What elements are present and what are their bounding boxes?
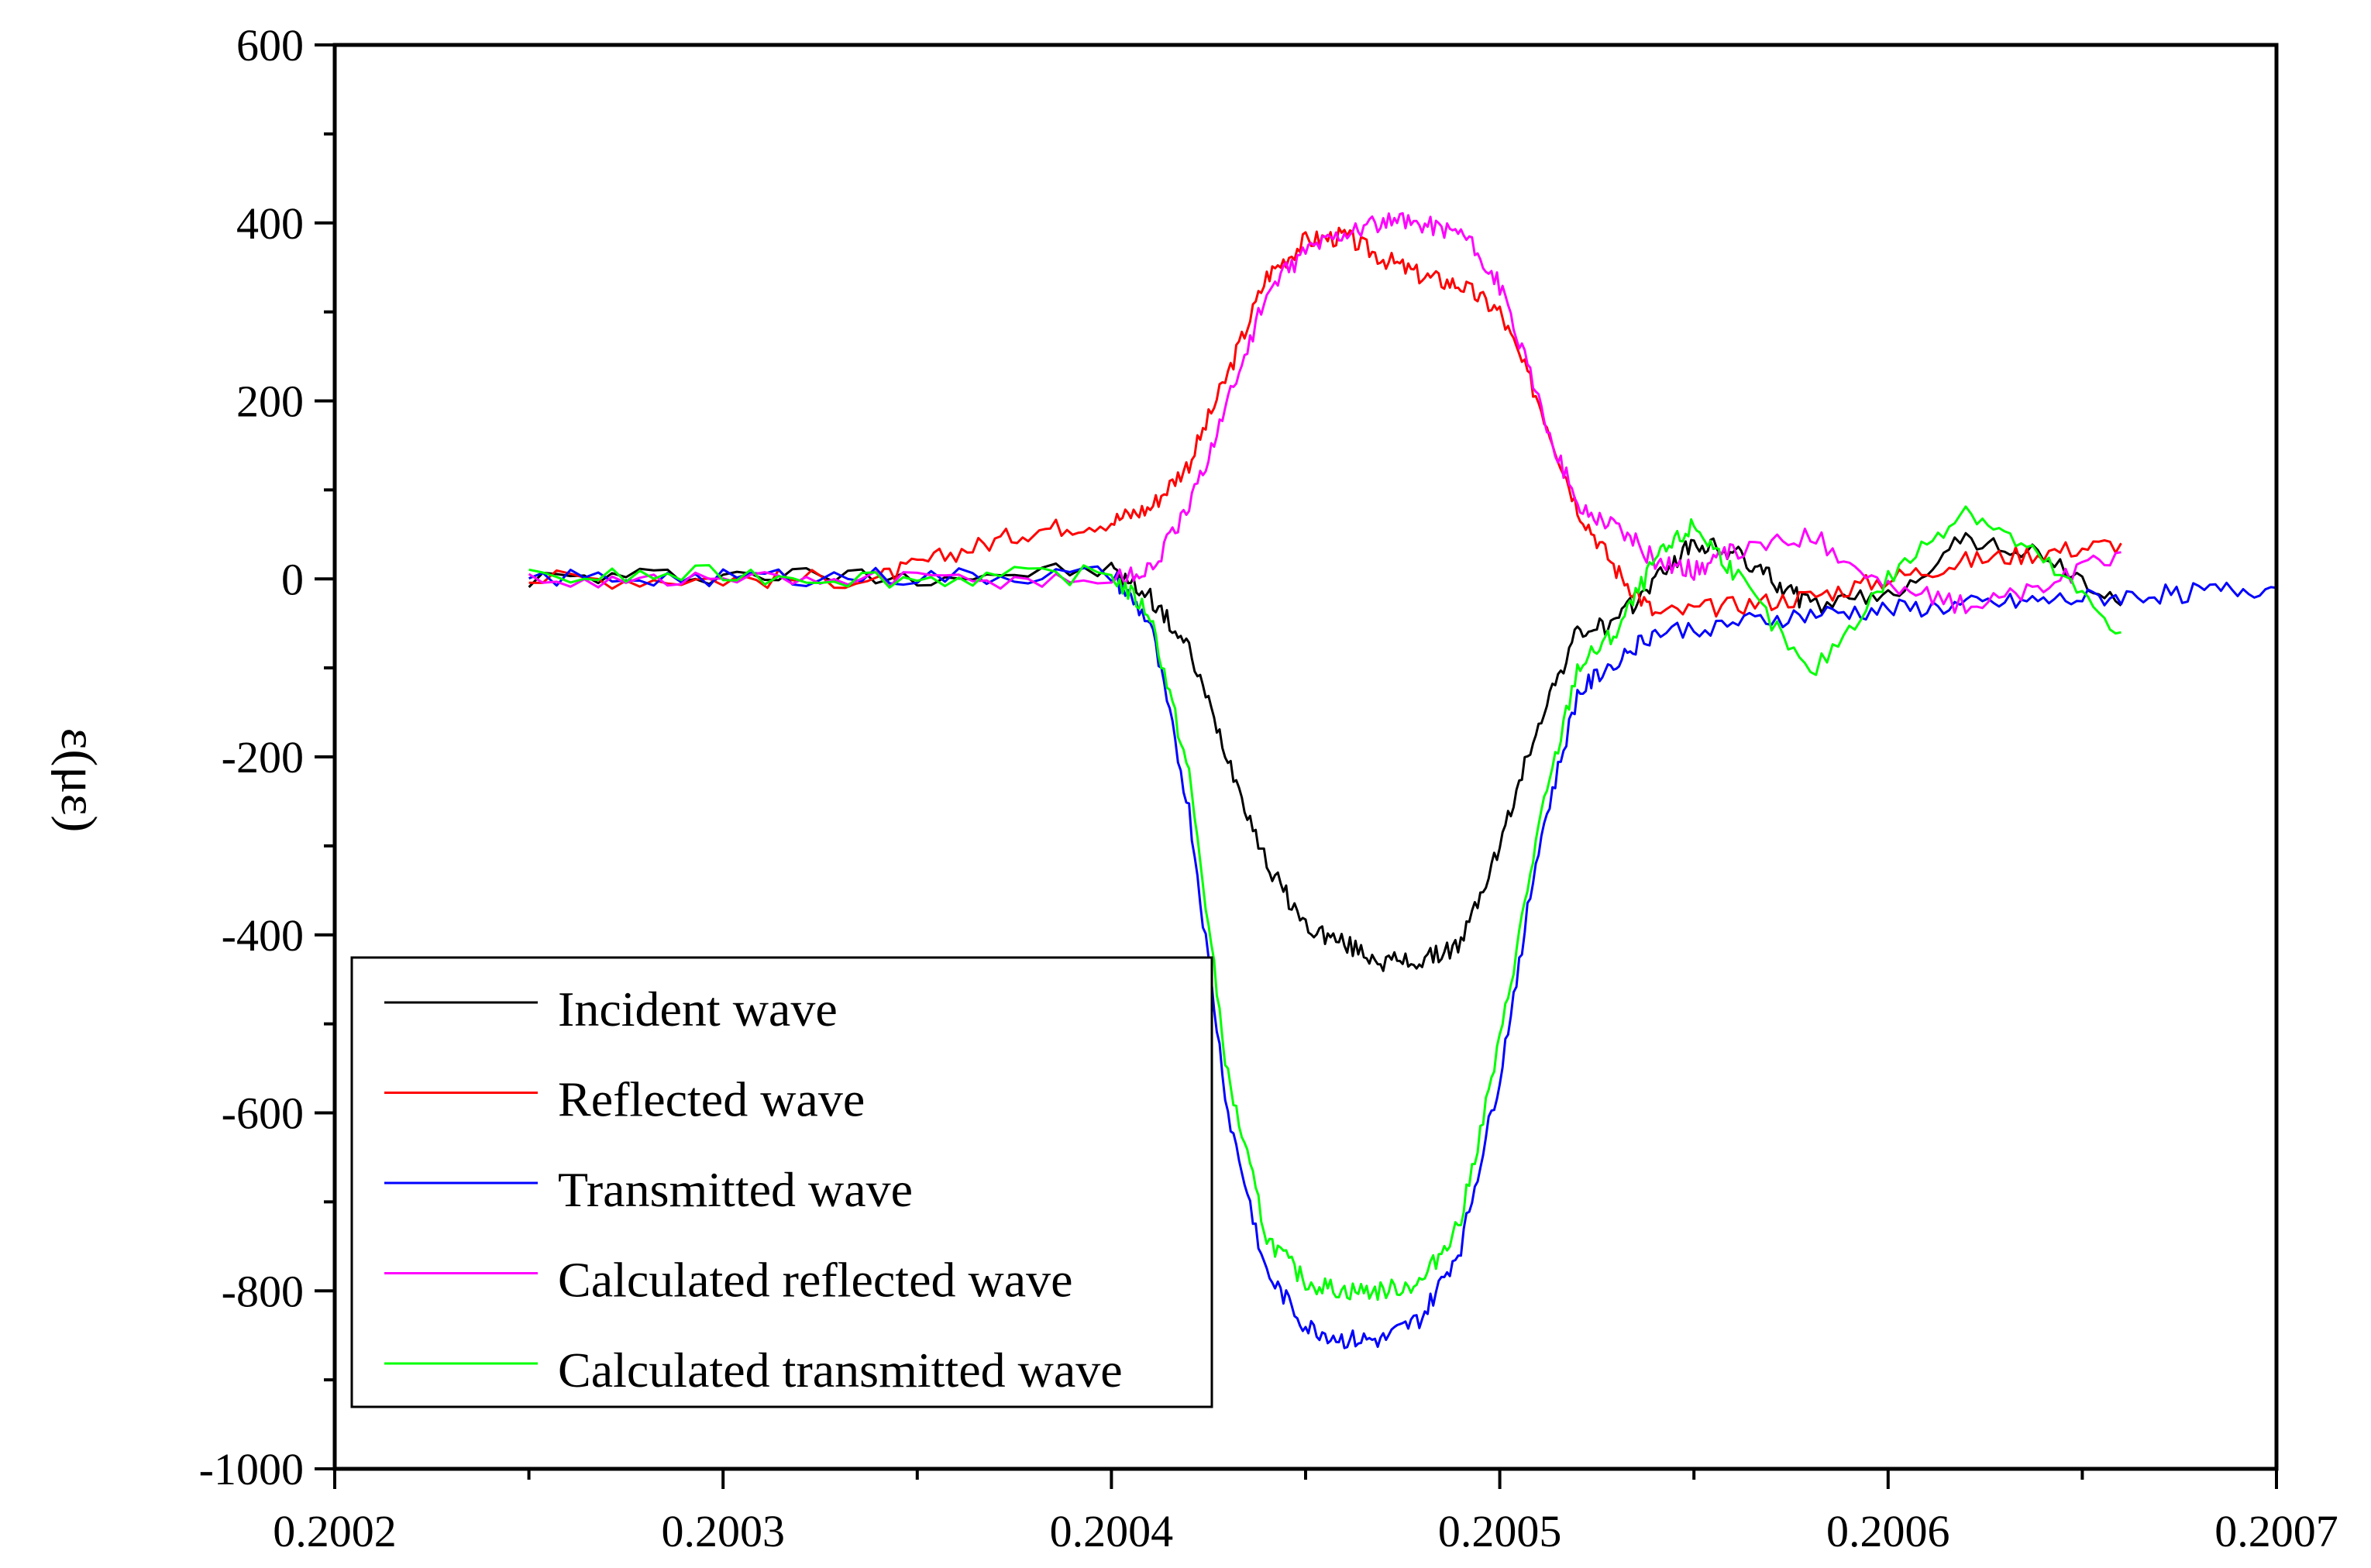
series-line-1 bbox=[528, 531, 2122, 972]
x-tick-label: 0.2005 bbox=[1438, 1506, 1562, 1556]
y-tick-label: -1000 bbox=[199, 1444, 304, 1494]
y-axis-title: ε(με) bbox=[50, 728, 107, 833]
x-tick-label: 0.2002 bbox=[273, 1506, 397, 1556]
y-tick-label: -600 bbox=[222, 1088, 304, 1139]
y-tick-label: 0 bbox=[281, 554, 304, 604]
y-tick-label: 400 bbox=[236, 198, 304, 249]
x-tick-label: 0.2006 bbox=[1826, 1506, 1950, 1556]
x-tick-label: 0.2004 bbox=[1050, 1506, 1174, 1556]
x-tick-label: 0.2003 bbox=[661, 1506, 785, 1556]
legend-label-2: Reflected wave bbox=[558, 1072, 865, 1127]
series-line-2 bbox=[528, 226, 2122, 618]
legend-label-1: Incident wave bbox=[558, 982, 838, 1037]
legend: Incident wave Reflected wave Transmitted w… bbox=[350, 956, 1213, 1408]
series-line-4 bbox=[528, 211, 2122, 614]
y-tick-label: 600 bbox=[236, 20, 304, 70]
y-tick-label: -200 bbox=[222, 732, 304, 782]
legend-label-5: Calculated transmitted wave bbox=[558, 1343, 1123, 1398]
y-tick-label: -400 bbox=[222, 910, 304, 961]
legend-label-3: Transmitted wave bbox=[558, 1162, 913, 1217]
x-axis-tick-labels: 0.2002 0.2003 0.2004 0.2005 0.2006 0.2007 bbox=[273, 1506, 2338, 1556]
legend-label-4: Calculated reflected wave bbox=[558, 1253, 1073, 1308]
x-tick-label: 0.2007 bbox=[2214, 1506, 2338, 1556]
series-line-5 bbox=[528, 505, 2122, 1302]
y-axis-tick-labels: -1000 -800 -600 -400 -200 0 200 400 600 bbox=[199, 20, 304, 1494]
axis-ticks bbox=[315, 43, 2278, 1489]
y-tick-label: -800 bbox=[222, 1266, 304, 1316]
series-lines bbox=[528, 211, 2277, 1350]
y-tick-label: 200 bbox=[236, 377, 304, 427]
